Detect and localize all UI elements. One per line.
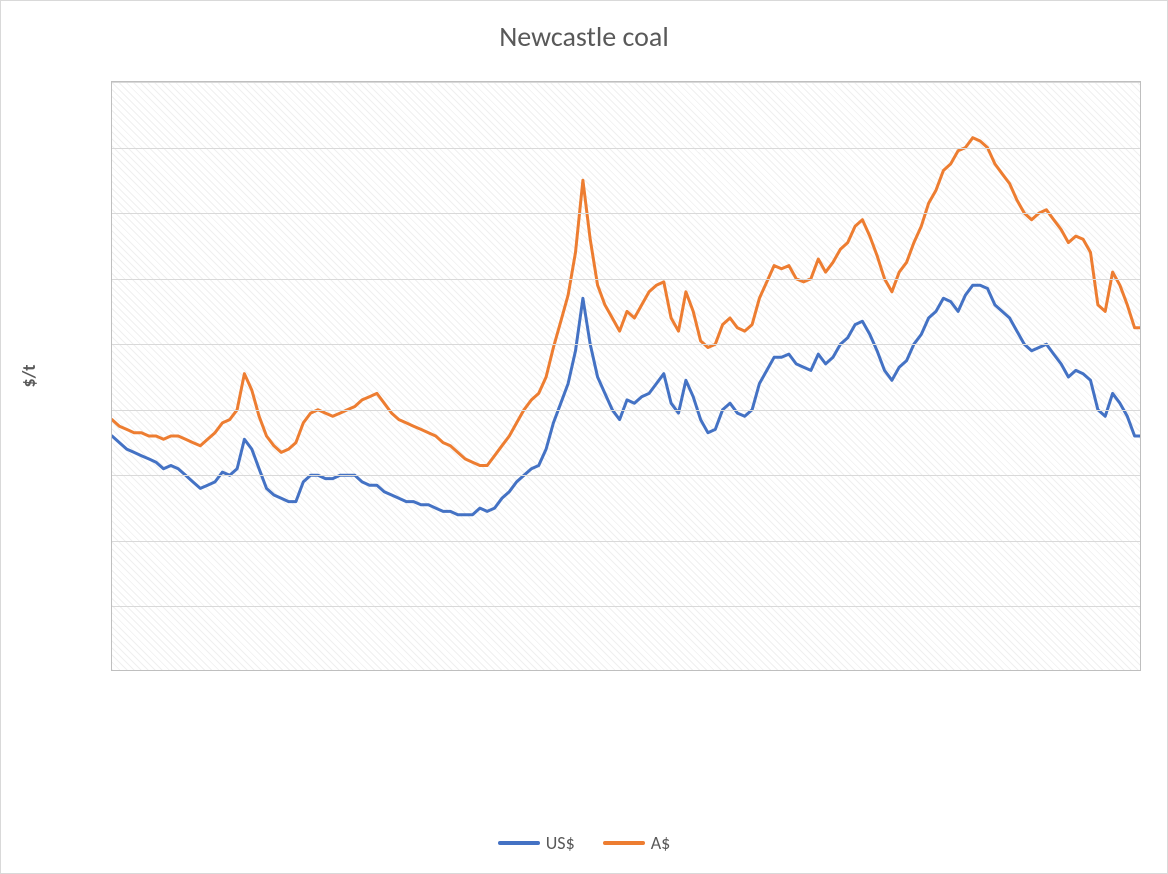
series-line-us	[112, 285, 1141, 515]
gridline	[112, 541, 1140, 542]
plot-area: 020406080100120140160180Jun14Sep14Dec14M…	[111, 81, 1141, 671]
gridline	[112, 606, 1140, 607]
legend-label: A$	[651, 832, 671, 854]
legend: US$ A$	[1, 831, 1167, 854]
gridline	[112, 279, 1140, 280]
gridline	[112, 410, 1140, 411]
gridline	[112, 344, 1140, 345]
legend-item: US$	[498, 832, 575, 854]
gridline	[112, 148, 1140, 149]
series-line-a	[112, 138, 1141, 466]
chart-title: Newcastle coal	[1, 1, 1167, 60]
y-axis-title: $/t	[18, 364, 40, 387]
legend-label: US$	[546, 832, 575, 854]
gridline	[112, 475, 1140, 476]
legend-item: A$	[603, 832, 671, 854]
gridline	[112, 82, 1140, 83]
chart-container: Newcastle coal 020406080100120140160180J…	[0, 0, 1168, 874]
gridline	[112, 213, 1140, 214]
legend-swatch	[603, 841, 645, 845]
legend-swatch	[498, 841, 540, 845]
series-layer	[112, 82, 1141, 671]
